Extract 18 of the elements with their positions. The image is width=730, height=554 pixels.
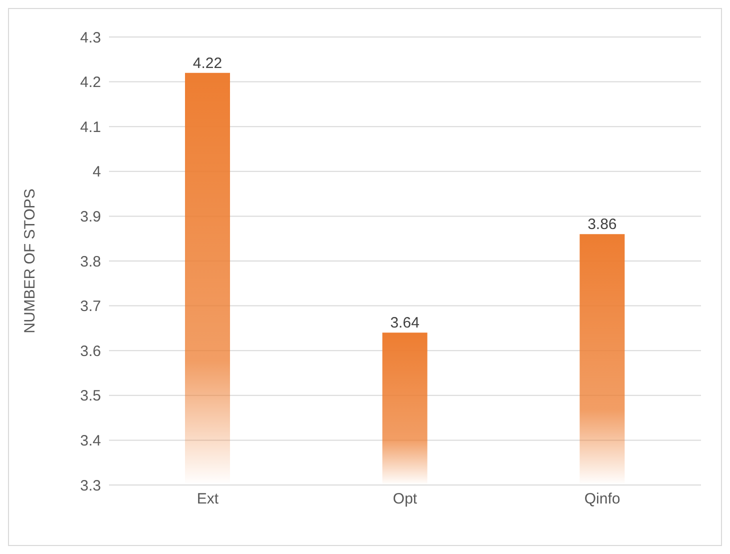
y-tick-label: 3.6 bbox=[80, 342, 101, 360]
data-label: 4.22 bbox=[192, 54, 222, 72]
y-tick-label: 3.9 bbox=[80, 208, 101, 226]
y-tick-label: 4 bbox=[92, 164, 101, 181]
y-tick-label: 4.3 bbox=[80, 29, 101, 46]
x-tick-label: Opt bbox=[392, 490, 418, 508]
y-tick-label: 3.4 bbox=[80, 432, 101, 450]
y-tick-label: 3.3 bbox=[80, 477, 101, 494]
x-tick-label: Qinfo bbox=[584, 490, 620, 508]
data-label: 3.64 bbox=[390, 314, 420, 332]
y-tick-label: 3.8 bbox=[80, 253, 101, 270]
data-label: 3.86 bbox=[588, 216, 617, 234]
y-tick-label: 4.2 bbox=[80, 74, 101, 92]
x-tick-label: Ext bbox=[196, 490, 220, 508]
y-axis-title: NUMBER OF STOPS bbox=[21, 188, 38, 334]
y-tick-label: 4.1 bbox=[80, 118, 101, 136]
y-tick-label: 3.5 bbox=[80, 388, 101, 405]
y-tick-label: 3.7 bbox=[80, 298, 101, 316]
